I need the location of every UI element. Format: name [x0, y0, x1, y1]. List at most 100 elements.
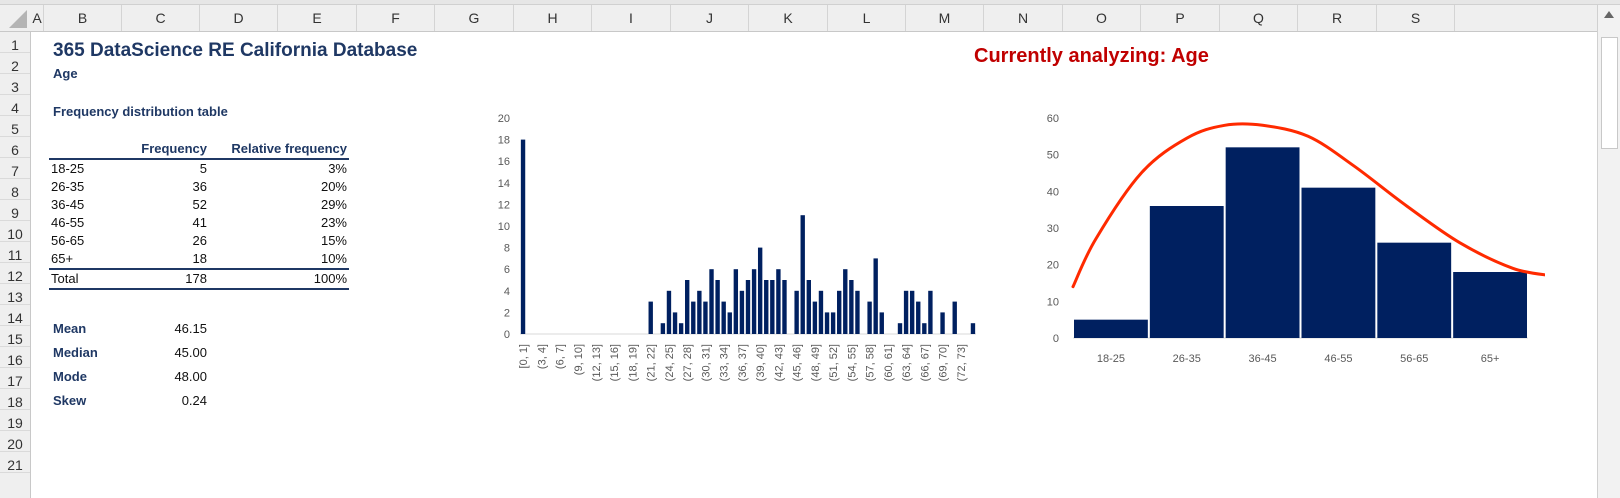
histogram-bar [739, 290, 745, 334]
row-header-2[interactable]: 2 [0, 53, 30, 74]
x-tick-label: (63, 64] [901, 344, 913, 381]
column-header-Q[interactable]: Q [1220, 5, 1298, 31]
column-header-F[interactable]: F [357, 5, 435, 31]
table-row: 18-25 5 3% [49, 159, 349, 178]
stat-value: 0.24 [181, 393, 207, 408]
row-header-19[interactable]: 19 [0, 410, 30, 431]
column-header-G[interactable]: G [435, 5, 514, 31]
y-tick-label: 0 [1053, 333, 1059, 345]
stat-value: 48.00 [174, 369, 207, 384]
y-tick-label: 6 [504, 264, 510, 276]
age-histogram-chart[interactable]: 0 2 4 6 8 10 12 14 16 18 20 [0, 1] (3, 4] (6, 7] (9, 1… [480, 102, 995, 402]
row-frequency: 26 [192, 233, 207, 248]
column-header-I[interactable]: I [592, 5, 671, 31]
column-header-E[interactable]: E [278, 5, 357, 31]
row-header-16[interactable]: 16 [0, 347, 30, 368]
vertical-scrollbar[interactable] [1597, 5, 1620, 498]
row-header-5[interactable]: 5 [0, 116, 30, 137]
table-row: 46-55 41 23% [49, 214, 349, 232]
row-header-13[interactable]: 13 [0, 284, 30, 305]
scrollbar-thumb[interactable] [1601, 37, 1618, 149]
worksheet[interactable]: 365 DataScience RE California Database A… [31, 32, 1598, 498]
variable-label: Age [53, 66, 78, 81]
row-relative-frequency: 3% [328, 161, 347, 176]
row-header-4[interactable]: 4 [0, 95, 30, 116]
x-tick-label: (45, 46] [792, 344, 804, 381]
row-header-1[interactable]: 1 [0, 32, 30, 53]
x-tick-label: (27, 28] [682, 344, 694, 381]
y-tick-label: 20 [498, 113, 510, 125]
x-tick-label: (18, 19] [627, 344, 639, 381]
total-label: Total [49, 268, 119, 290]
row-frequency: 18 [192, 251, 207, 266]
x-tick-label: (42, 43] [773, 344, 785, 381]
row-header-10[interactable]: 10 [0, 221, 30, 242]
histogram-bar [812, 301, 818, 334]
row-header-14[interactable]: 14 [0, 305, 30, 326]
column-header-O[interactable]: O [1063, 5, 1141, 31]
table-row: 56-65 26 15% [49, 232, 349, 250]
row-header-17[interactable]: 17 [0, 368, 30, 389]
row-header-7[interactable]: 7 [0, 158, 30, 179]
column-header-M[interactable]: M [906, 5, 984, 31]
row-header-15[interactable]: 15 [0, 326, 30, 347]
age-distribution-chart[interactable]: 0 10 20 30 40 50 60 18-25 26-35 36-45 46-55 56-65 65… [1030, 102, 1545, 372]
x-tick-label: [0, 1] [518, 344, 530, 368]
histogram-bar [903, 290, 909, 334]
x-tick-label: (9, 10] [573, 344, 585, 375]
row-frequency: 41 [192, 215, 207, 230]
distribution-bar [1225, 147, 1300, 338]
table-total-row: Total 178 100% [49, 268, 349, 290]
header-frequency: Frequency [119, 139, 209, 160]
stat-value: 45.00 [174, 345, 207, 360]
histogram-bar [897, 323, 903, 334]
histogram-bar [873, 258, 878, 334]
histogram-bar [928, 290, 933, 334]
row-header-11[interactable]: 11 [0, 242, 30, 263]
histogram-bar [757, 247, 763, 334]
row-header-21[interactable]: 21 [0, 452, 30, 473]
histogram-bar [715, 280, 720, 334]
y-tick-label: 0 [504, 329, 510, 341]
column-header-D[interactable]: D [200, 5, 278, 31]
x-tick-label: (57, 58] [865, 344, 877, 381]
column-header-K[interactable]: K [749, 5, 828, 31]
column-header-H[interactable]: H [514, 5, 592, 31]
x-tick-label: 56-65 [1400, 353, 1428, 365]
histogram-bar [782, 280, 787, 334]
x-tick-label: (39, 40] [755, 344, 767, 381]
column-header-R[interactable]: R [1298, 5, 1377, 31]
column-header-P[interactable]: P [1141, 5, 1220, 31]
column-header-N[interactable]: N [984, 5, 1063, 31]
table-row: 65+ 18 10% [49, 250, 349, 269]
histogram-bar [672, 312, 678, 334]
select-all-corner[interactable] [0, 5, 30, 31]
row-header-9[interactable]: 9 [0, 200, 30, 221]
x-tick-label: (72, 73] [956, 344, 968, 381]
x-tick-label: (51, 52] [828, 344, 840, 381]
histogram-bar [909, 290, 915, 334]
column-header-A[interactable]: A [31, 5, 44, 31]
y-tick-label: 30 [1047, 223, 1059, 235]
row-header-8[interactable]: 8 [0, 179, 30, 200]
histogram-bar [697, 290, 702, 334]
column-header-L[interactable]: L [828, 5, 906, 31]
x-tick-label: 18-25 [1097, 353, 1125, 365]
row-header-18[interactable]: 18 [0, 389, 30, 410]
row-header-20[interactable]: 20 [0, 431, 30, 452]
row-header-12[interactable]: 12 [0, 263, 30, 284]
row-header-3[interactable]: 3 [0, 74, 30, 95]
histogram-bar [745, 280, 751, 334]
y-tick-label: 10 [498, 221, 510, 233]
x-tick-label: (30, 31] [700, 344, 712, 381]
row-header-6[interactable]: 6 [0, 137, 30, 158]
distribution-bar [1149, 206, 1224, 338]
x-tick-label: (21, 22] [646, 344, 658, 381]
column-header-B[interactable]: B [44, 5, 122, 31]
column-header-J[interactable]: J [671, 5, 749, 31]
column-header-S[interactable]: S [1377, 5, 1455, 31]
histogram-bar [721, 301, 726, 334]
row-relative-frequency: 15% [320, 233, 347, 248]
scroll-up-arrow-icon[interactable] [1604, 11, 1614, 18]
column-header-C[interactable]: C [122, 5, 200, 31]
